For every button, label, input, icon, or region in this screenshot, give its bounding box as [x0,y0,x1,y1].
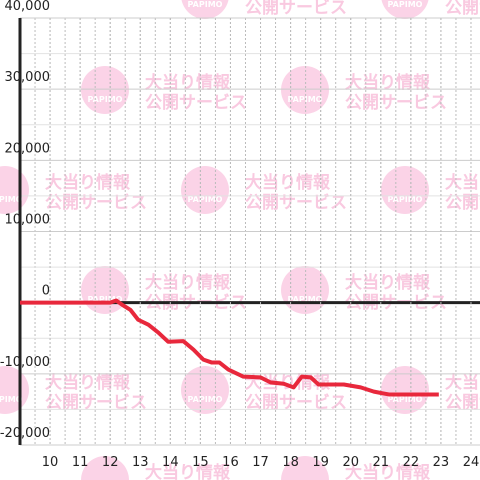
watermark-logo [281,456,329,480]
watermark-logo-text: PAPIMO [0,195,23,204]
watermark-logo-text: PAPIMO [388,0,423,9]
watermark-logo [0,166,29,214]
x-tick-label: 21 [373,455,390,470]
watermark-logo [181,0,229,19]
watermark-logo [181,366,229,414]
watermark-text: 公開サービス [45,193,147,213]
y-tick-label: 0 [42,284,50,299]
plot: -20,000 -10,000 0 10,000 20,000 30,000 40,000 1… [0,0,479,470]
watermark-logo [381,0,429,19]
watermark-text: 大当り情報 [445,372,480,393]
watermark-logo-text: PAPIMO [388,195,423,204]
watermark-logo [281,66,329,114]
y-tick-label: 10,000 [5,213,51,228]
watermark-logo [381,366,429,414]
y-tick-label: -20,000 [0,426,50,441]
watermark-text: 大当り情報 [45,372,131,393]
watermark-logo-text: PAPIMO [188,195,223,204]
x-tick-label: 11 [72,455,89,470]
y-tick-label: 40,000 [5,0,51,14]
watermark-text: 大当り情報 [345,72,431,93]
grid [19,17,480,446]
x-tick-label: 13 [132,455,149,470]
watermark-logo [281,266,329,314]
x-tick-label: 12 [102,455,119,470]
watermark-logo-text: PAPIMO [188,0,223,9]
watermark-text: 公開サービス [145,93,247,113]
x-tick-label: 22 [403,455,420,470]
x-tick-label: 19 [312,455,329,470]
watermark-text: 公開サービス [45,393,147,413]
watermark-text: 大当り情報 [145,462,231,480]
watermark-text: 大当り情報 [145,72,231,93]
watermark-text: 公開サービス [245,193,347,213]
watermark-logo [81,456,129,480]
x-tick-label: 23 [433,455,450,470]
y-tick-label: 30,000 [5,70,51,85]
watermark-logo [0,366,29,414]
watermark-logo-text: PAPIMO [288,95,323,104]
watermark-logo-text: PAPIMO [388,395,423,404]
y-tick-label: 20,000 [5,141,51,156]
x-tick-label: 15 [192,455,209,470]
watermark-logo-text: PAPIMO [88,295,123,304]
x-tick-label: 14 [162,455,179,470]
watermark-text: 大当り情報 [445,172,480,193]
watermark-text: 公開サービス [445,0,480,18]
x-tick-label: 20 [342,455,359,470]
watermark-text: 大当り情報 [145,272,231,293]
x-tick-label: 10 [42,455,59,470]
watermark-text: 大当り情報 [345,462,431,480]
watermark-text: 公開サービス [445,393,480,413]
watermark-text: 公開サービス [245,393,347,413]
x-tick-label: 17 [252,455,269,470]
watermark-logo-text: PAPIMO [0,395,23,404]
x-tick-label: 24 [463,455,480,470]
watermark-logo-text: PAPIMO [88,95,123,104]
watermark-logo-text: PAPIMO [288,295,323,304]
watermark-logo [181,166,229,214]
y-tick-label: -10,000 [0,355,50,370]
watermark-text: 大当り情報 [245,172,331,193]
watermark-text: 大当り情報 [345,272,431,293]
watermark-text: 大当り情報 [45,172,131,193]
watermark-logo [381,166,429,214]
watermark-text: 公開サービス [245,0,347,18]
watermark-logo [81,66,129,114]
watermark-logo-text: PAPIMO [188,395,223,404]
x-tick-label: 18 [282,455,299,470]
data-line [20,298,439,397]
x-tick-label: 16 [222,455,239,470]
